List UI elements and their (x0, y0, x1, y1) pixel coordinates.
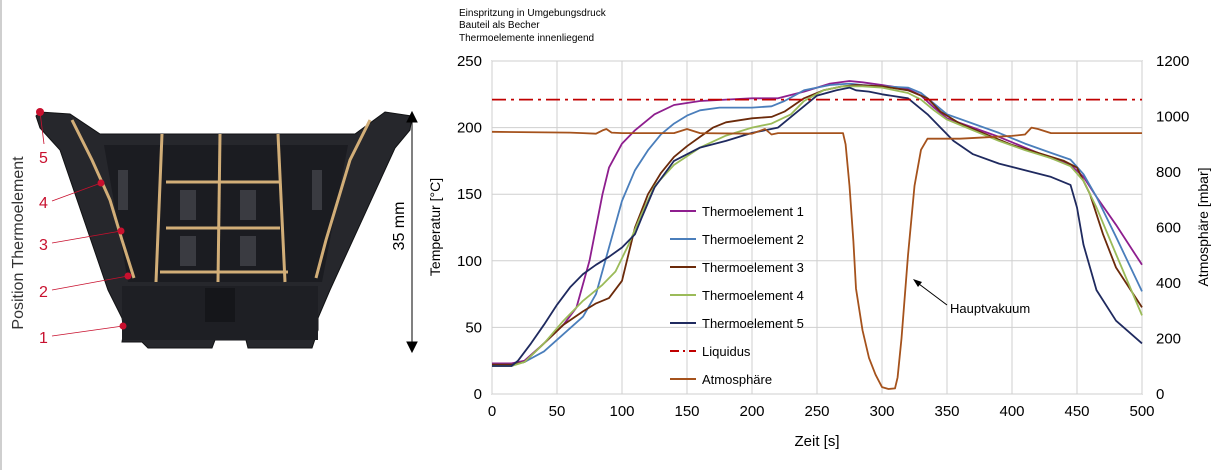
x-tick-label: 450 (1064, 403, 1089, 420)
chart-note-1: Einspritzung in Umgebungsdruck (459, 8, 607, 19)
legend-label-5: Thermoelement 5 (702, 316, 804, 331)
y-tick-label: 0 (474, 386, 482, 403)
y-tick-label: 100 (457, 253, 482, 270)
position-label-2: 2 (39, 284, 48, 301)
y2-tick-label: 0 (1156, 386, 1164, 403)
y-tick-label: 50 (465, 319, 482, 336)
chart-legend: Thermoelement 1 Thermoelement 2 Thermoelem… (670, 204, 804, 387)
x-axis-ticks: 0 50 100 150 200 250 300 350 400 450 500 (488, 403, 1155, 420)
position-label-5: 5 (39, 150, 48, 167)
hauptvakuum-label: Hauptvakuum (950, 301, 1030, 316)
series-line-5 (492, 86, 1143, 367)
x-tick-label: 200 (739, 403, 764, 420)
y2-axis-title: Atmosphäre [mbar] (1195, 167, 1211, 286)
y2-tick-label: 600 (1156, 220, 1181, 237)
legend-label-6: Liquidus (702, 344, 751, 359)
legend-label-4: Thermoelement 4 (702, 288, 804, 303)
x-tick-label: 250 (804, 403, 829, 420)
x-tick-label: 50 (549, 403, 566, 420)
temperature-chart: Einspritzung in Umgebungsdruck Bauteil a… (427, 8, 1211, 450)
cup-base-slot (205, 288, 235, 322)
photo-ylabel: Position Thermoelement (10, 156, 27, 330)
legend-label-2: Thermoelement 2 (702, 232, 804, 247)
x-tick-label: 350 (934, 403, 959, 420)
x-tick-label: 0 (488, 403, 496, 420)
inner-posts (118, 170, 322, 266)
y2-tick-label: 400 (1156, 275, 1181, 292)
chart-note-3: Thermoelemente innenliegend (459, 33, 594, 44)
x-tick-label: 150 (674, 403, 699, 420)
y2-tick-label: 800 (1156, 164, 1181, 181)
position-label-4: 4 (39, 195, 48, 212)
chart-note-2: Bauteil als Becher (459, 20, 540, 31)
y2-tick-label: 1200 (1156, 53, 1189, 70)
dimension-arrow (406, 110, 418, 354)
hauptvakuum-annotation: Hauptvakuum (913, 279, 1030, 316)
series-line-2 (492, 82, 1143, 366)
position-number-labels: 1 2 3 4 5 (39, 150, 48, 347)
left-frame-border (0, 0, 2, 470)
x-tick-label: 100 (609, 403, 634, 420)
chart-series-layer (491, 80, 1143, 390)
legend-label-1: Thermoelement 1 (702, 204, 804, 219)
y2-tick-label: 1000 (1156, 109, 1189, 126)
y-tick-label: 150 (457, 186, 482, 203)
thermocouple-wires (70, 119, 372, 283)
cup-inner-recess (104, 145, 348, 282)
x-tick-label: 300 (869, 403, 894, 420)
x-tick-label: 500 (1129, 403, 1154, 420)
y-axis-ticks: 0 50 100 150 200 250 (457, 53, 482, 403)
cup-cross-section-photo: 1 2 3 4 5 Position Thermoelement 35 mm (10, 108, 418, 354)
series-line-7 (491, 126, 1142, 390)
legend-label-7: Atmosphäre (702, 372, 772, 387)
position-leader-lines (39, 111, 129, 337)
y2-tick-label: 200 (1156, 331, 1181, 348)
series-line-3 (492, 84, 1143, 366)
x-tick-label: 400 (999, 403, 1024, 420)
position-label-1: 1 (39, 330, 48, 347)
chart-grid (491, 60, 1143, 395)
chart-notes: Einspritzung in Umgebungsdruck Bauteil a… (459, 8, 607, 44)
y-axis-title: Temperatur [°C] (427, 178, 443, 276)
y-tick-label: 250 (457, 53, 482, 70)
x-axis-title: Zeit [s] (794, 433, 839, 450)
y2-axis-ticks: 0 200 400 600 800 1000 1200 (1156, 53, 1189, 403)
legend-label-3: Thermoelement 3 (702, 260, 804, 275)
y-tick-label: 200 (457, 120, 482, 137)
position-label-3: 3 (39, 237, 48, 254)
series-line-4 (492, 85, 1143, 367)
dimension-label: 35 mm (391, 202, 408, 251)
